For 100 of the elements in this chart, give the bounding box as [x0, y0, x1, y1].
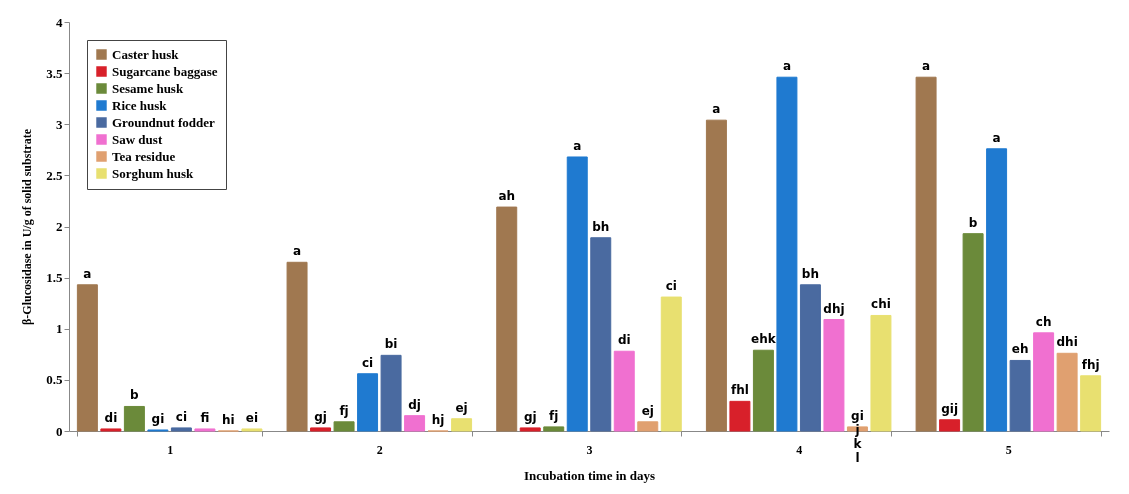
bar: [496, 206, 518, 432]
data-label: di: [104, 410, 118, 425]
bar: [170, 427, 192, 432]
bar: [1033, 332, 1055, 432]
bar: [566, 156, 588, 432]
x-axis-title: Incubation time in days: [523, 467, 656, 483]
data-label: dhj: [823, 301, 845, 316]
data-label: ci: [175, 409, 188, 424]
data-label: a: [782, 59, 791, 74]
data-label: chi: [871, 297, 891, 312]
data-label: fj: [549, 408, 559, 423]
bar: [310, 427, 332, 432]
y-axis-title: β-Glucosidase in U/g of solid substrate: [20, 128, 35, 326]
bar: [705, 119, 727, 432]
x-tick-label: 2: [376, 442, 383, 457]
data-label: gi j k l: [851, 408, 864, 465]
legend-label: Saw dust: [112, 131, 163, 147]
data-label: eh: [1011, 342, 1029, 357]
bar: [404, 415, 426, 432]
data-label: ehk: [751, 332, 777, 347]
legend-label: Sugarcane baggase: [112, 63, 218, 79]
legend-label: Rice husk: [112, 97, 168, 113]
bar: [380, 354, 402, 432]
y-tick-label: 0: [56, 423, 63, 439]
x-tick-label: 1: [167, 442, 174, 457]
data-label: gj: [314, 409, 327, 424]
data-label: a: [992, 130, 1001, 145]
bar: [286, 261, 308, 432]
data-label: gij: [941, 401, 959, 416]
y-tick-label: 2: [56, 219, 63, 234]
data-label: a: [83, 266, 92, 281]
data-label: b: [130, 388, 140, 403]
bar: [241, 428, 263, 432]
y-tick-label: 3: [56, 116, 63, 132]
data-label: bh: [801, 266, 819, 281]
data-label: ci: [361, 355, 374, 370]
data-label: ch: [1035, 314, 1052, 329]
data-label: fhj: [1081, 357, 1100, 372]
data-label: ei: [245, 410, 259, 425]
bar: [660, 296, 682, 432]
data-label: a: [712, 102, 721, 117]
data-label: hi: [222, 413, 235, 427]
data-label: dhi: [1056, 335, 1078, 350]
data-label: a: [293, 244, 302, 259]
bar: [194, 428, 216, 432]
data-label: ej: [455, 400, 468, 415]
data-label: hj: [431, 413, 445, 427]
legend-label: Caster husk: [112, 46, 180, 62]
bar: [333, 421, 355, 432]
bar: [729, 400, 751, 432]
data-label: b: [968, 215, 978, 230]
data-label: ej: [641, 403, 654, 418]
data-label: fi: [200, 410, 210, 425]
x-tick-label: 5: [1005, 442, 1012, 457]
legend-label: Tea residue: [112, 148, 176, 164]
bar: [543, 426, 565, 432]
bar: [915, 76, 937, 432]
data-label: fj: [339, 403, 349, 418]
bar: [1009, 359, 1031, 432]
bar: [76, 284, 98, 432]
bar: [123, 405, 145, 432]
bar: [986, 148, 1008, 432]
bar: [100, 428, 122, 432]
bar: [1080, 375, 1102, 432]
y-tick-label: 0.5: [46, 372, 63, 388]
x-tick-label: 4: [796, 442, 803, 457]
data-label: bi: [384, 337, 398, 352]
data-label: dj: [408, 397, 421, 412]
bar: [870, 314, 892, 432]
bar: [519, 427, 541, 432]
data-label: bh: [592, 219, 610, 234]
bar: [590, 237, 612, 432]
bar: [613, 350, 635, 432]
bar: [799, 284, 821, 432]
data-label: di: [617, 333, 631, 348]
y-tick-label: 2.5: [46, 167, 63, 183]
x-tick-label: 3: [586, 442, 593, 457]
bar: [637, 421, 659, 432]
y-tick-label: 3.5: [46, 65, 63, 81]
legend-label: Sesame husk: [112, 80, 184, 96]
data-label: ci: [665, 279, 677, 294]
data-label: gi: [151, 411, 165, 426]
bar: [823, 319, 845, 432]
data-label: ah: [498, 189, 516, 204]
data-label: a: [573, 138, 582, 153]
bar: [357, 373, 379, 432]
bar: [1056, 352, 1078, 432]
bar: [451, 418, 473, 432]
bar: [776, 76, 798, 432]
data-label: fhl: [730, 383, 749, 398]
legend-label: Groundnut fodder: [112, 114, 215, 130]
data-label: gj: [523, 409, 537, 424]
bar: [962, 233, 984, 432]
y-tick-label: 1.5: [46, 270, 63, 286]
bar: [939, 419, 961, 432]
legend-label: Sorghum husk: [112, 165, 195, 181]
data-label: a: [922, 59, 931, 74]
y-tick-label: 1: [56, 321, 63, 337]
bar: [752, 349, 774, 432]
y-tick-label: 4: [56, 14, 63, 30]
